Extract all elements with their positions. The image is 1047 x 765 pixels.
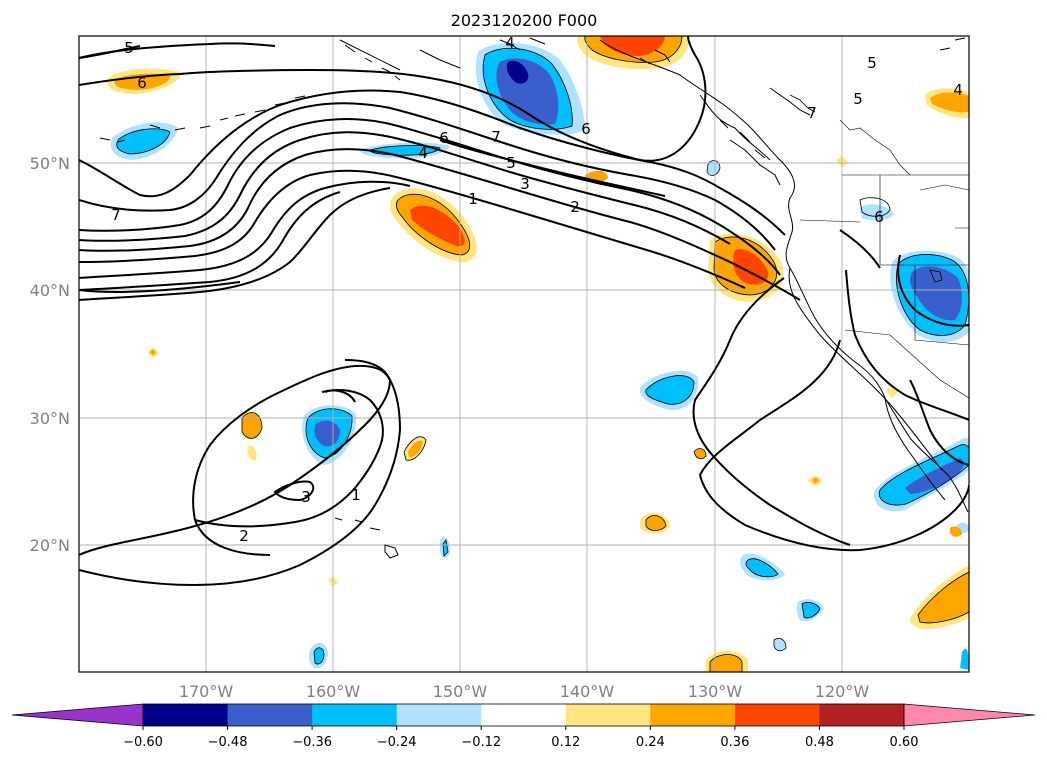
lon-label: 140°W: [560, 682, 615, 701]
colorbar-segment: [565, 704, 651, 726]
colorbar-segment: [143, 704, 229, 726]
colorbar-tick-label: −0.24: [377, 735, 417, 750]
colorbar-tick-label: −0.36: [292, 735, 332, 750]
colorbar-tick-label: −0.60: [123, 735, 163, 750]
lat-label: 30°N: [30, 409, 70, 428]
colorbar-extend-min: [11, 703, 144, 727]
contour-label: 7: [491, 128, 501, 146]
colorbar: −0.60 −0.48 −0.36 −0.24 −0.12 0.12 0.24 0.36 0.4…: [11, 703, 1036, 750]
lon-label: 120°W: [815, 682, 870, 701]
negative-anomaly-baja: [874, 438, 969, 512]
lon-label: 170°W: [179, 682, 234, 701]
colorbar-segment: [734, 704, 820, 726]
lat-label: 40°N: [30, 281, 70, 300]
lat-label: 50°N: [30, 154, 70, 173]
contour-label: 5: [853, 90, 863, 108]
colorbar-tick-label: −0.12: [461, 735, 501, 750]
contour-label: 6: [874, 208, 884, 226]
lat-label: 20°N: [30, 536, 70, 555]
longitude-labels: 170°W 160°W 150°W 140°W 130°W 120°W: [179, 682, 870, 701]
contour-label: 4: [418, 144, 428, 162]
contour-label: 5: [867, 54, 877, 72]
contour-label: 4: [505, 34, 515, 52]
contour-lines: [79, 36, 969, 587]
latitude-labels: 20°N 30°N 40°N 50°N: [30, 154, 70, 555]
contour-label: 6: [137, 74, 147, 92]
colorbar-segment: [312, 704, 398, 726]
lon-label: 160°W: [306, 682, 361, 701]
contour-label: 1: [468, 190, 478, 208]
contour-label: 6: [439, 129, 449, 147]
negative-anomaly-subtropical: [302, 405, 357, 465]
map-frame: [78, 35, 970, 673]
contour-label: 2: [570, 198, 580, 216]
contour-label: 3: [520, 175, 530, 193]
colorbar-segment: [819, 704, 905, 726]
colorbar-extend-max: [903, 703, 1036, 727]
colorbar-tick-label: 0.24: [636, 735, 665, 750]
colorbar-frame: [142, 703, 905, 727]
colorbar-segment: [396, 704, 482, 726]
contour-label: 1: [351, 486, 361, 504]
contour-label: 6: [581, 120, 591, 138]
contour-label: 3: [301, 488, 311, 506]
contour-label: 7: [807, 104, 817, 122]
colorbar-segment: [650, 704, 736, 726]
colorbar-tick-label: −0.48: [208, 735, 248, 750]
colorbar-tick-label: 0.48: [805, 735, 834, 750]
contour-label: 5: [124, 39, 134, 57]
colorbar-segment: [227, 704, 313, 726]
colorbar-segment: [481, 704, 567, 726]
contour-labels: 5 6 7 4 7 6 5 3 2 1 4 6 7 5 5 4 6 3 1 2: [111, 34, 963, 545]
colorbar-tick-label: 0.12: [551, 735, 580, 750]
negative-anomaly-great-basin: [890, 250, 969, 342]
colorbar-tick-label: 0.36: [720, 735, 749, 750]
positive-anomaly-126w: [708, 233, 784, 302]
positive-anomaly-150w: [389, 188, 477, 262]
colorbar-tick-label: 0.60: [890, 735, 919, 750]
lon-label: 130°W: [688, 682, 743, 701]
contour-label: 5: [506, 154, 516, 172]
coastlines: [99, 37, 969, 559]
map-title: 2023120200 F000: [451, 11, 598, 30]
contour-label: 4: [953, 81, 963, 99]
lon-label: 150°W: [433, 682, 488, 701]
contour-label: 2: [239, 527, 249, 545]
contour-label: 7: [111, 206, 121, 224]
map-panel: [79, 36, 969, 672]
negative-anomaly-north-pacific: [475, 42, 585, 135]
